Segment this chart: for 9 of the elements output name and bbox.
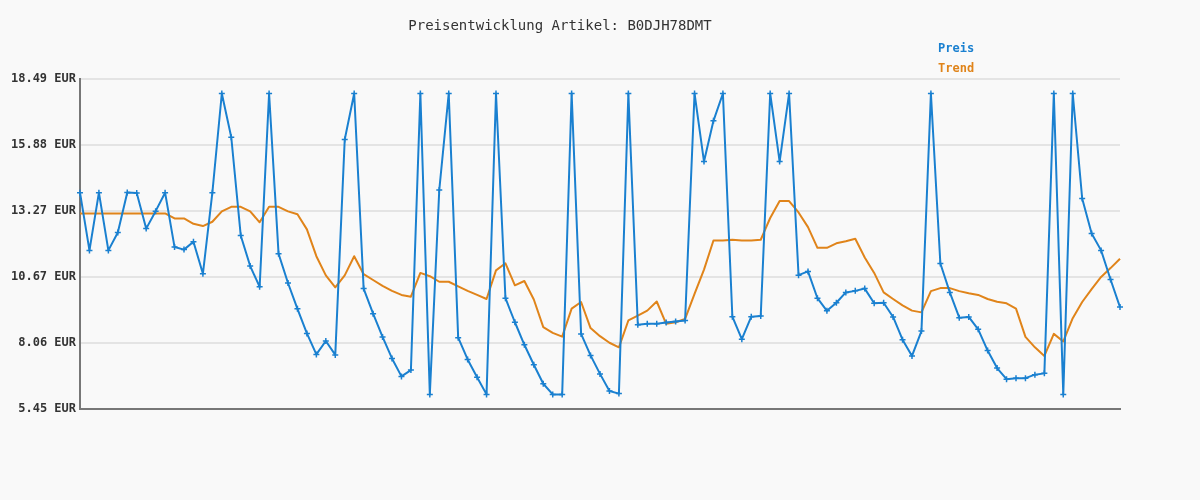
- y-tick-label: 8.06 EUR: [18, 334, 77, 349]
- text: Preis: [938, 40, 975, 57]
- y-tick-label: 15.88 EUR: [10, 136, 77, 151]
- y-tick-label: 13.27 EUR: [10, 203, 77, 218]
- text: Trend: [938, 60, 975, 77]
- y-tick-label: 10.67 EUR: [10, 268, 77, 283]
- y-tick-label: 18.49 EUR: [10, 70, 77, 85]
- chart-title: Preisentwicklung Artikel: B0DJH78DMT: [408, 17, 713, 34]
- y-tick-label: 5.45 EUR: [18, 400, 77, 415]
